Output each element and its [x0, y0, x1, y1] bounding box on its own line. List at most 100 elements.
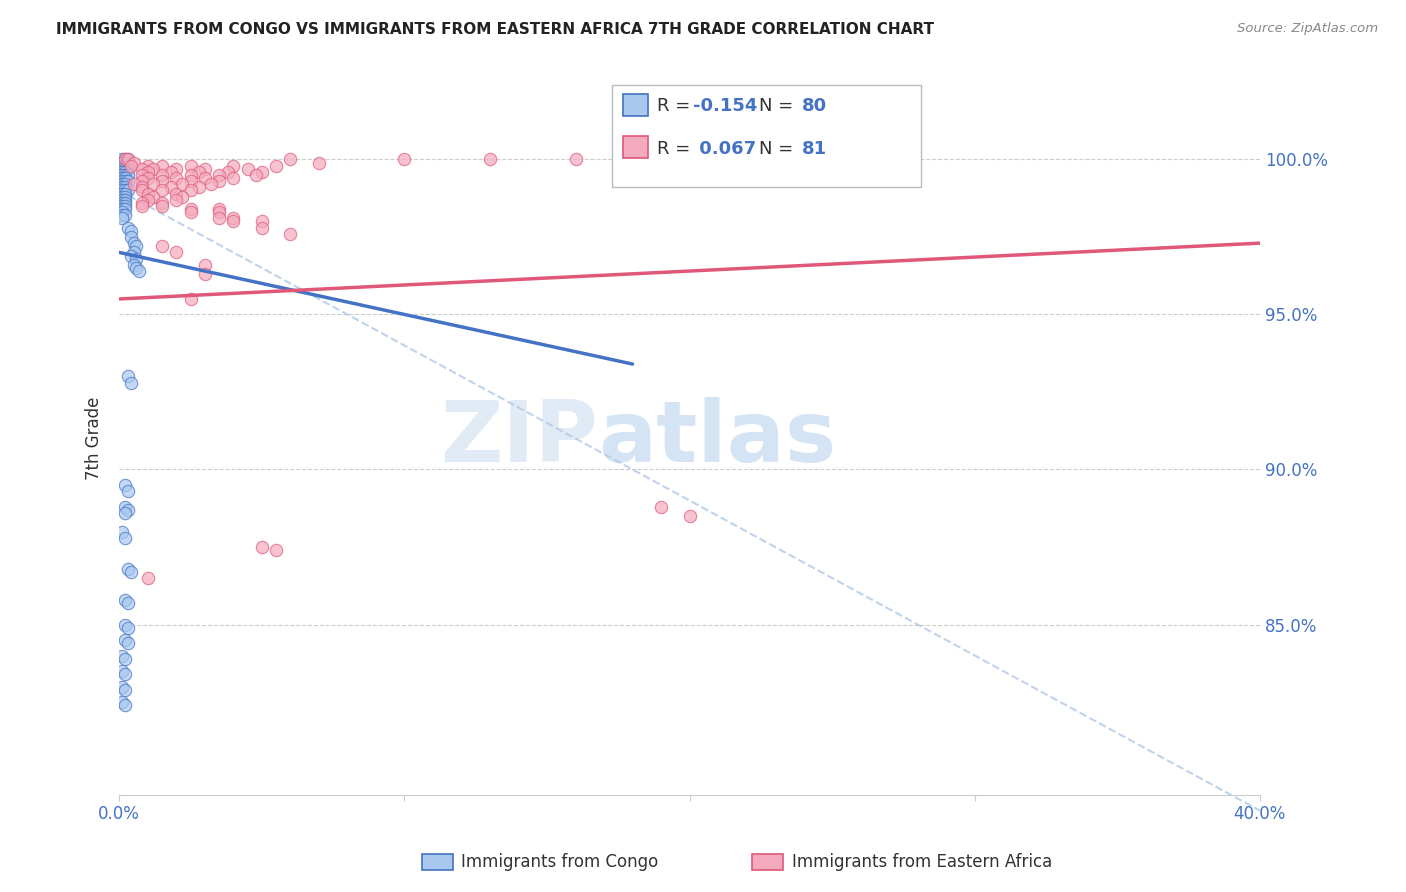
Text: 0.067: 0.067 [693, 140, 756, 158]
Point [114, 186, 136, 201]
Point [142, 161, 165, 176]
Point [114, 592, 136, 607]
Point [159, 180, 181, 194]
Point [170, 178, 193, 192]
Point [131, 195, 153, 210]
Point [308, 155, 330, 169]
Point [125, 252, 148, 266]
Point [122, 245, 145, 260]
Point [150, 183, 173, 197]
Point [150, 239, 173, 253]
Point [250, 165, 273, 179]
Point [111, 155, 134, 169]
Point [222, 171, 245, 186]
Point [142, 178, 165, 192]
Point [114, 667, 136, 681]
Point [165, 161, 187, 176]
Text: -0.154: -0.154 [693, 97, 758, 115]
Point [170, 189, 193, 203]
Point [111, 178, 134, 192]
Point [117, 183, 139, 197]
Point [236, 161, 259, 176]
Point [131, 183, 153, 197]
Point [678, 508, 700, 523]
Point [117, 621, 139, 635]
Point [180, 159, 202, 173]
Point [111, 208, 134, 222]
Point [250, 540, 273, 554]
Point [120, 565, 142, 579]
Point [478, 153, 501, 167]
Point [114, 161, 136, 176]
Point [150, 195, 173, 210]
Point [122, 155, 145, 169]
Point [111, 680, 134, 694]
Point [159, 165, 181, 179]
Point [117, 636, 139, 650]
Point [120, 224, 142, 238]
Point [117, 153, 139, 167]
Point [136, 171, 159, 186]
Point [111, 171, 134, 186]
Point [131, 180, 153, 194]
Point [650, 500, 672, 514]
Point [180, 174, 202, 188]
Point [114, 500, 136, 514]
Point [111, 153, 134, 167]
Point [180, 205, 202, 219]
Point [111, 199, 134, 213]
Point [136, 193, 159, 207]
Point [111, 159, 134, 173]
Point [125, 239, 148, 253]
Point [114, 193, 136, 207]
Point [165, 171, 187, 186]
Point [120, 376, 142, 390]
Point [194, 161, 217, 176]
Point [114, 183, 136, 197]
Text: N =: N = [759, 97, 793, 115]
Point [131, 199, 153, 213]
Text: ZIP: ZIP [440, 397, 599, 480]
Point [117, 596, 139, 610]
Point [120, 230, 142, 244]
Point [114, 202, 136, 216]
Point [280, 227, 302, 241]
Point [217, 165, 239, 179]
Point [180, 292, 202, 306]
Point [114, 506, 136, 520]
Point [122, 236, 145, 251]
Point [250, 214, 273, 228]
Text: Immigrants from Congo: Immigrants from Congo [461, 853, 658, 871]
Point [136, 186, 159, 201]
Point [111, 186, 134, 201]
Text: R =: R = [657, 140, 696, 158]
Point [125, 260, 148, 275]
Point [117, 153, 139, 167]
Point [114, 159, 136, 173]
Point [264, 543, 287, 558]
Point [114, 153, 136, 167]
Point [117, 503, 139, 517]
Point [111, 161, 134, 176]
Point [111, 165, 134, 179]
Point [222, 159, 245, 173]
Point [114, 478, 136, 492]
Point [280, 153, 302, 167]
Point [114, 531, 136, 545]
Point [114, 171, 136, 186]
Point [111, 193, 134, 207]
Point [165, 245, 187, 260]
Point [111, 174, 134, 188]
Point [114, 682, 136, 697]
Point [194, 258, 217, 272]
Point [117, 159, 139, 173]
Point [128, 264, 150, 278]
Point [111, 168, 134, 182]
Point [114, 199, 136, 213]
Point [394, 153, 416, 167]
Point [117, 220, 139, 235]
Text: atlas: atlas [599, 397, 837, 480]
Point [111, 524, 134, 539]
Point [114, 698, 136, 713]
Point [131, 174, 153, 188]
